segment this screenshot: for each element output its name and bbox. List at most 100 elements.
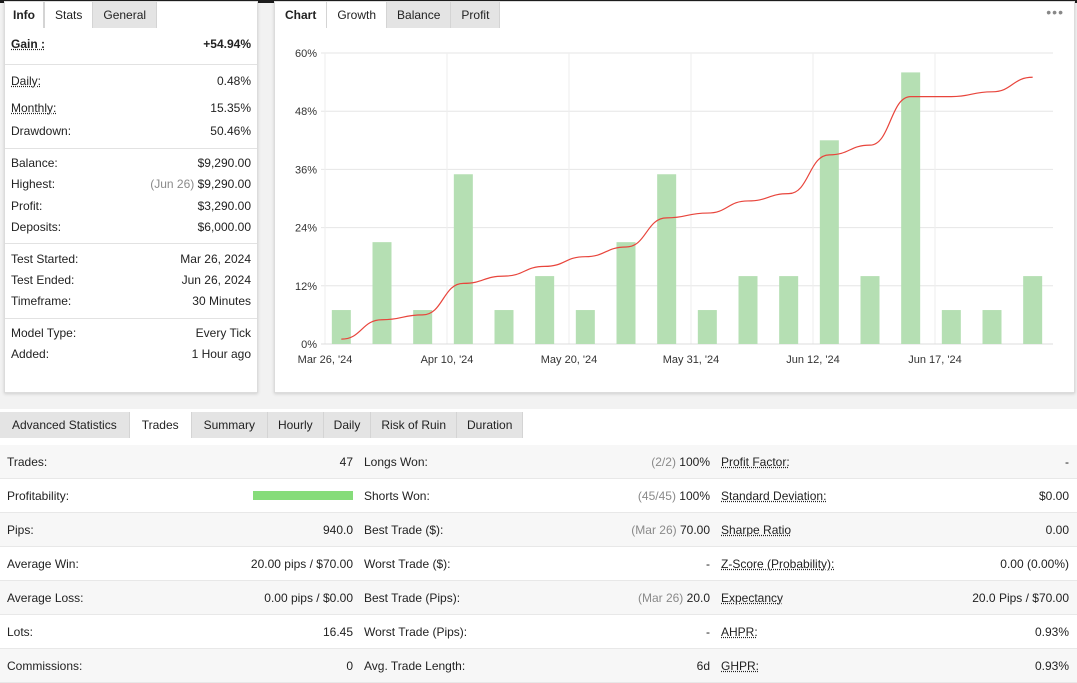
stat-label: Profit: [11, 199, 43, 213]
bar [697, 310, 717, 344]
divider [5, 64, 257, 65]
stat-value-group: (45/45) 100% [638, 479, 710, 513]
y-tick-label: 0% [301, 339, 317, 351]
stat-label: Model Type: [11, 326, 77, 340]
tab-stats[interactable]: Stats [44, 2, 94, 28]
tab-chart[interactable]: Chart [275, 2, 328, 28]
bar [941, 310, 961, 344]
stat-daily: Daily: 0.48% [11, 71, 251, 91]
tab-duration[interactable]: Duration [457, 412, 524, 438]
stat-label: Worst Trade (Pips): [364, 625, 468, 639]
stat-label: Best Trade (Pips): [364, 591, 461, 605]
bar [331, 310, 351, 344]
tab-trades[interactable]: Trades [129, 412, 192, 438]
stat-added: Added: 1 Hour ago [11, 344, 251, 364]
tab-growth[interactable]: Growth [327, 2, 388, 28]
stat-value: 15.35% [210, 101, 251, 115]
table-row: Trades: 47 Longs Won: (2/2) 100% Profit Fact… [0, 445, 1077, 479]
stat-value: 0.48% [216, 74, 251, 88]
stat-date-note: (2/2) [651, 455, 676, 469]
stat-value: 0.93% [1034, 659, 1069, 673]
y-tick-label: 24% [295, 223, 317, 235]
bar [453, 174, 473, 344]
stat-label[interactable]: Daily: [11, 74, 42, 88]
stat-label[interactable]: Sharpe Ratio [721, 523, 792, 537]
stat-label: Avg. Trade Length: [364, 659, 466, 673]
stat-label[interactable]: Monthly: [11, 101, 57, 115]
tab-risk-of-ruin[interactable]: Risk of Ruin [371, 412, 458, 438]
stat-label: Trades: [7, 455, 48, 469]
bar [738, 276, 758, 344]
stat-deposits: Deposits: $6,000.00 [11, 217, 251, 237]
stat-value: $9,290.00 [197, 156, 251, 170]
tab-info[interactable]: Info [5, 2, 44, 28]
x-tick-label: May 31, '24 [663, 354, 720, 366]
tab-balance[interactable]: Balance [387, 2, 452, 28]
stat-gain: Gain : +54.94% [11, 34, 251, 54]
bar [982, 310, 1002, 344]
stat-value: 940.0 [322, 523, 353, 537]
bar [413, 310, 433, 344]
stat-label[interactable]: Expectancy [721, 591, 784, 605]
stat-label[interactable]: Z-Score (Probability): [721, 557, 835, 571]
stat-value-group: - [706, 547, 710, 581]
stat-value: 47 [339, 455, 353, 469]
table-row: Pips: 940.0 Best Trade ($): (Mar 26) 70.00 S… [0, 513, 1077, 547]
stat-value-group: (Mar 26) 20.0 [638, 581, 710, 615]
growth-line [341, 76, 1033, 340]
stat-label: Balance: [11, 156, 58, 170]
divider [5, 243, 257, 244]
x-tick-label: Mar 26, '24 [298, 354, 353, 366]
stat-label: Highest: [11, 177, 56, 191]
stat-value: 0 [346, 659, 353, 673]
bar [901, 72, 921, 345]
x-tick-label: Jun 17, '24 [908, 354, 961, 366]
stat-label: Test Ended: [11, 273, 75, 287]
stat-profit: Profit: $3,290.00 [11, 196, 251, 216]
stat-label: Commissions: [7, 659, 83, 673]
advanced-statistics: Advanced Statistics Trades Summary Hourl… [0, 409, 1077, 683]
stat-value: Mar 26, 2024 [180, 252, 251, 266]
stat-label[interactable]: Profit Factor: [721, 455, 790, 469]
stat-label: Timeframe: [11, 294, 72, 308]
bar [372, 242, 392, 344]
stat-value: 1 Hour ago [191, 347, 251, 361]
stat-label: Worst Trade ($): [364, 557, 451, 571]
bar [494, 310, 514, 344]
advanced-tabbar: Advanced Statistics Trades Summary Hourl… [0, 412, 524, 438]
bar [535, 276, 555, 344]
x-tick-label: Jun 12, '24 [786, 354, 839, 366]
stat-model-type: Model Type: Every Tick [11, 323, 251, 343]
tab-hourly[interactable]: Hourly [267, 412, 324, 438]
more-dots-icon[interactable]: ••• [1046, 4, 1064, 20]
stat-highest: Highest: (Jun 26) $9,290.00 [11, 174, 251, 194]
stat-label: Pips: [7, 523, 34, 537]
stat-label[interactable]: AHPR: [721, 625, 758, 639]
stat-label[interactable]: GHPR: [721, 659, 760, 673]
stat-monthly: Monthly: 15.35% [11, 98, 251, 118]
stat-value: Every Tick [195, 326, 251, 340]
stats-tabbar: Info Stats General [5, 2, 158, 28]
stat-balance: Balance: $9,290.00 [11, 153, 251, 173]
stat-value: 0.00 pips / $0.00 [264, 591, 353, 605]
tab-general[interactable]: General [93, 2, 158, 28]
y-tick-label: 48% [295, 106, 317, 118]
stat-label: Drawdown: [11, 124, 72, 138]
stat-test-ended: Test Ended: Jun 26, 2024 [11, 270, 251, 290]
stat-label[interactable]: Gain : [11, 37, 46, 51]
tab-profit[interactable]: Profit [451, 2, 501, 28]
stat-timeframe: Timeframe: 30 Minutes [11, 291, 251, 311]
stat-value: 30 Minutes [192, 294, 251, 308]
tab-summary[interactable]: Summary [191, 412, 268, 438]
stat-label[interactable]: Standard Deviation: [721, 489, 827, 503]
table-row: Lots: 16.45 Worst Trade (Pips): - AHPR: 0.93… [0, 615, 1077, 649]
stat-value-group: (2/2) 100% [651, 445, 710, 479]
stat-label: Shorts Won: [364, 489, 430, 503]
bar [575, 310, 595, 344]
tab-advanced-statistics[interactable]: Advanced Statistics [0, 412, 130, 438]
stat-value: 0.93% [1034, 625, 1069, 639]
stat-date-note: (Jun 26) [150, 177, 195, 191]
x-tick-label: Apr 10, '24 [421, 354, 474, 366]
tab-daily[interactable]: Daily [323, 412, 372, 438]
stat-value: 50.46% [210, 124, 251, 138]
